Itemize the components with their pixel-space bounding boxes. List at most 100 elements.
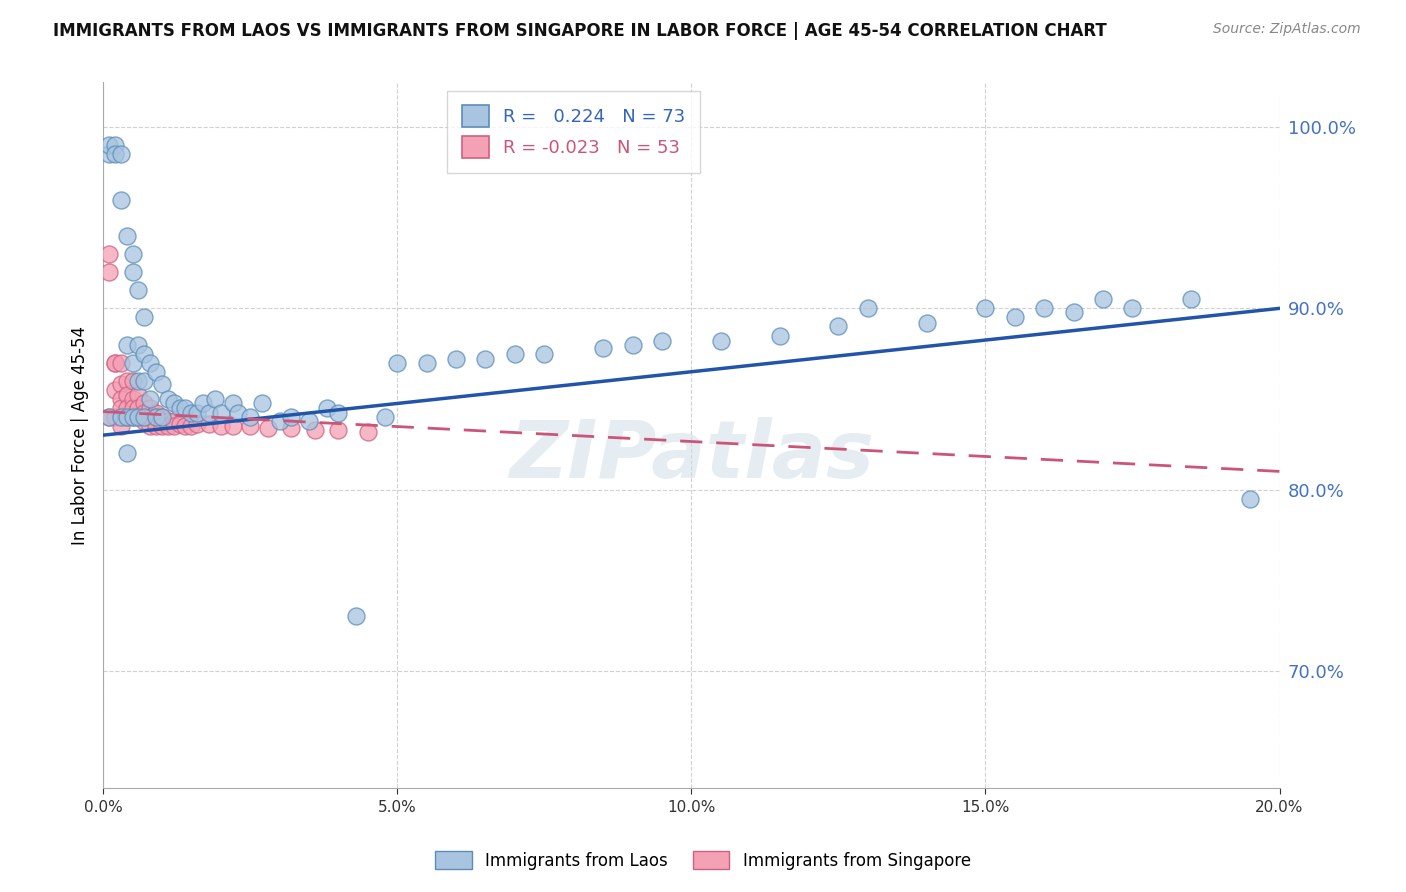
Point	[150, 419, 173, 434]
Point	[1092, 293, 1115, 307]
Point	[145, 410, 167, 425]
Point	[121, 401, 143, 415]
Point	[180, 406, 202, 420]
Point	[104, 356, 127, 370]
Point	[915, 316, 938, 330]
Point	[1033, 301, 1056, 316]
Point	[474, 352, 496, 367]
Point	[104, 356, 127, 370]
Point	[139, 356, 162, 370]
Point	[110, 377, 132, 392]
Point	[651, 334, 673, 348]
Point	[150, 410, 173, 425]
Point	[221, 419, 243, 434]
Point	[150, 410, 173, 425]
Point	[121, 410, 143, 425]
Point	[127, 283, 149, 297]
Point	[163, 395, 186, 409]
Point	[110, 147, 132, 161]
Point	[139, 401, 162, 415]
Point	[156, 392, 179, 406]
Point	[134, 395, 156, 409]
Point	[110, 392, 132, 406]
Point	[387, 356, 409, 370]
Point	[209, 406, 232, 420]
Point	[110, 356, 132, 370]
Point	[127, 388, 149, 402]
Point	[204, 392, 226, 406]
Point	[145, 365, 167, 379]
Point	[169, 401, 191, 415]
Point	[163, 414, 186, 428]
Point	[115, 388, 138, 402]
Point	[621, 337, 644, 351]
Point	[156, 419, 179, 434]
Point	[98, 247, 121, 261]
Point	[239, 419, 262, 434]
Point	[221, 395, 243, 409]
Point	[156, 414, 179, 428]
Point	[139, 392, 162, 406]
Point	[145, 419, 167, 434]
Point	[127, 374, 149, 388]
Point	[98, 410, 121, 425]
Point	[98, 147, 121, 161]
Point	[280, 410, 302, 425]
Point	[191, 395, 214, 409]
Text: Source: ZipAtlas.com: Source: ZipAtlas.com	[1213, 22, 1361, 37]
Point	[98, 265, 121, 279]
Point	[209, 419, 232, 434]
Point	[357, 425, 380, 439]
Point	[110, 193, 132, 207]
Point	[121, 356, 143, 370]
Point	[134, 414, 156, 428]
Point	[374, 410, 396, 425]
Point	[269, 414, 291, 428]
Point	[344, 609, 367, 624]
Y-axis label: In Labor Force | Age 45-54: In Labor Force | Age 45-54	[72, 326, 89, 545]
Text: IMMIGRANTS FROM LAOS VS IMMIGRANTS FROM SINGAPORE IN LABOR FORCE | AGE 45-54 COR: IMMIGRANTS FROM LAOS VS IMMIGRANTS FROM …	[53, 22, 1107, 40]
Point	[127, 337, 149, 351]
Point	[1004, 310, 1026, 325]
Point	[127, 401, 149, 415]
Point	[134, 346, 156, 360]
Point	[1239, 491, 1261, 506]
Point	[974, 301, 997, 316]
Point	[1063, 305, 1085, 319]
Point	[115, 410, 138, 425]
Legend: R =   0.224   N = 73, R = -0.023   N = 53: R = 0.224 N = 73, R = -0.023 N = 53	[447, 91, 700, 173]
Point	[115, 410, 138, 425]
Point	[710, 334, 733, 348]
Point	[134, 374, 156, 388]
Point	[110, 410, 132, 425]
Point	[315, 401, 337, 415]
Legend: Immigrants from Laos, Immigrants from Singapore: Immigrants from Laos, Immigrants from Si…	[429, 845, 977, 877]
Point	[298, 414, 321, 428]
Point	[280, 421, 302, 435]
Point	[250, 395, 273, 409]
Point	[150, 414, 173, 428]
Point	[127, 410, 149, 425]
Point	[1180, 293, 1202, 307]
Point	[328, 423, 350, 437]
Point	[304, 423, 326, 437]
Point	[121, 247, 143, 261]
Point	[592, 341, 614, 355]
Point	[163, 419, 186, 434]
Point	[856, 301, 879, 316]
Point	[256, 421, 278, 435]
Point	[239, 410, 262, 425]
Point	[121, 265, 143, 279]
Point	[121, 410, 143, 425]
Point	[169, 417, 191, 432]
Point	[134, 310, 156, 325]
Point	[98, 410, 121, 425]
Point	[328, 406, 350, 420]
Point	[115, 401, 138, 415]
Point	[121, 392, 143, 406]
Point	[115, 374, 138, 388]
Point	[533, 346, 555, 360]
Point	[121, 374, 143, 388]
Point	[1121, 301, 1143, 316]
Point	[104, 410, 127, 425]
